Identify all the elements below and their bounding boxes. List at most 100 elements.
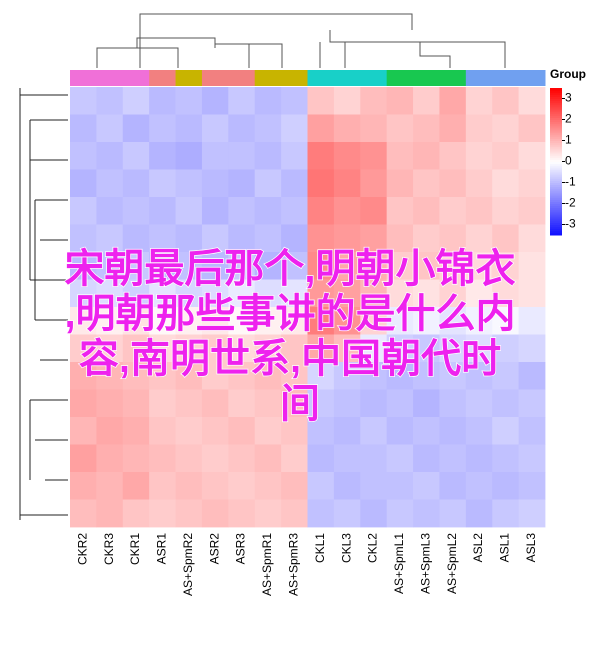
heat-cell	[228, 472, 256, 500]
heat-cell	[228, 114, 256, 143]
colorbar-step	[550, 230, 562, 234]
heat-cell	[149, 142, 176, 170]
heat-cell	[149, 389, 176, 418]
colorbar-step	[550, 153, 562, 156]
colorbar-step	[550, 184, 562, 188]
colorbar-step	[550, 92, 562, 95]
heat-cell	[149, 334, 176, 363]
column-label: CKL1	[313, 533, 327, 563]
heat-cell	[333, 169, 361, 198]
colorbar-step	[550, 207, 562, 211]
heat-cell	[149, 362, 176, 390]
heat-cell	[70, 142, 97, 170]
colorbar-step	[550, 88, 562, 91]
heat-cell	[70, 389, 97, 418]
heat-cell	[439, 142, 467, 170]
heat-cell	[360, 417, 388, 445]
heat-cell	[175, 307, 203, 335]
heat-cell	[439, 169, 467, 198]
column-label: CKR2	[75, 533, 89, 565]
heat-cell	[122, 224, 150, 253]
heat-cell	[518, 389, 546, 418]
colorbar-step	[550, 220, 562, 223]
heat-cell	[360, 499, 388, 528]
group-cell	[175, 70, 203, 86]
colorbar-tick-label: 3	[565, 91, 572, 105]
heat-cell	[360, 472, 388, 500]
colorbar-step	[550, 117, 562, 120]
heat-cell	[413, 444, 440, 473]
colorbar-step	[550, 148, 562, 152]
heat-cell	[201, 279, 229, 308]
overlay-text: ,明朝那些事讲的是什么内	[64, 292, 515, 336]
heat-cell	[360, 114, 388, 143]
heat-cell	[281, 362, 308, 390]
heat-cell	[228, 197, 256, 225]
group-cell	[492, 70, 520, 86]
heat-cell	[386, 252, 414, 280]
heat-cell	[281, 279, 308, 308]
heat-cell	[228, 389, 256, 418]
colorbar-tick-label: -1	[565, 175, 576, 189]
colorbar-step	[550, 113, 562, 116]
heat-cell	[413, 169, 440, 198]
heat-cell	[228, 169, 256, 198]
heat-cell	[254, 252, 282, 280]
heat-cell	[228, 334, 256, 363]
colorbar-step	[550, 111, 562, 114]
heat-cell	[96, 197, 124, 225]
heat-cell	[254, 444, 282, 473]
colorbar-tick-label: 1	[565, 133, 572, 147]
heat-cell	[439, 307, 467, 335]
group-cell	[413, 70, 440, 86]
heat-cell	[149, 307, 176, 335]
heat-cell	[307, 499, 335, 528]
column-label: AS+SpmL3	[418, 533, 432, 594]
heat-cell	[518, 169, 546, 198]
heat-cell	[149, 169, 176, 198]
heat-cell	[254, 499, 282, 528]
heat-cell	[254, 362, 282, 390]
heat-cell	[492, 197, 520, 225]
heat-cell	[201, 389, 229, 418]
heat-cell	[254, 472, 282, 500]
colorbar-step	[550, 176, 562, 179]
colorbar-tick-label: -2	[565, 196, 576, 210]
heat-cell	[465, 142, 493, 170]
heat-cell	[96, 444, 124, 473]
heat-cell	[281, 472, 308, 500]
heat-cell	[360, 444, 388, 473]
heat-cell	[333, 197, 361, 225]
column-label: CKR3	[102, 533, 116, 565]
column-label: ASL1	[498, 533, 512, 563]
heat-cell	[175, 142, 203, 170]
heat-cell	[96, 334, 124, 363]
colorbar-step	[550, 224, 562, 228]
colorbar-step	[550, 203, 562, 207]
heat-cell	[413, 417, 440, 445]
heat-cell	[175, 197, 203, 225]
heat-cell	[492, 307, 520, 335]
heat-cell	[360, 279, 388, 308]
heat-cell	[122, 169, 150, 198]
heat-cell	[465, 169, 493, 198]
heat-cell	[465, 252, 493, 280]
colorbar-tick-label: 2	[565, 112, 572, 126]
heat-cell	[386, 444, 414, 473]
heat-cell	[175, 114, 203, 143]
colorbar-step	[550, 172, 562, 175]
column-label: AS+SpmR3	[286, 533, 300, 596]
heat-cell	[201, 334, 229, 363]
heat-cell	[175, 499, 203, 528]
heat-cell	[201, 362, 229, 390]
heat-cell	[175, 224, 203, 253]
heat-cell	[96, 114, 124, 143]
heat-cell	[175, 87, 203, 115]
heat-cell	[439, 444, 467, 473]
colorbar-step	[550, 106, 562, 110]
heat-cell	[307, 334, 335, 363]
heat-cell	[465, 224, 493, 253]
heat-cell	[413, 114, 440, 143]
heat-cell	[333, 307, 361, 335]
heat-cell	[360, 142, 388, 170]
